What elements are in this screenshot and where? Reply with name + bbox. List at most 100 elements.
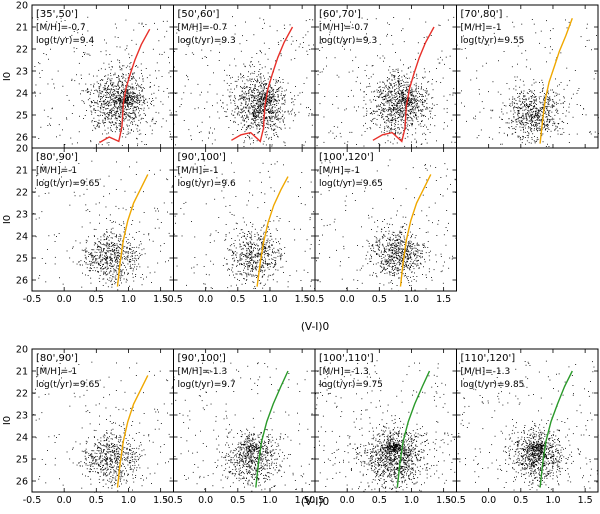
star-point bbox=[434, 125, 436, 127]
star-point bbox=[243, 99, 245, 101]
star-point bbox=[392, 87, 393, 89]
star-point bbox=[377, 104, 379, 106]
star-point bbox=[277, 88, 279, 90]
star-point bbox=[513, 117, 515, 119]
star-point bbox=[407, 78, 408, 79]
star-point bbox=[382, 115, 384, 117]
star-point bbox=[124, 101, 126, 103]
star-point bbox=[132, 73, 134, 75]
star-point bbox=[260, 121, 262, 123]
star-point bbox=[102, 257, 104, 259]
star-point bbox=[568, 133, 570, 135]
star-point bbox=[100, 108, 102, 110]
star-point bbox=[413, 102, 415, 104]
star-point bbox=[256, 115, 257, 117]
star-point bbox=[530, 109, 532, 110]
star-point bbox=[418, 109, 419, 111]
star-point bbox=[383, 132, 385, 133]
star-point bbox=[112, 94, 114, 96]
star-point bbox=[120, 270, 122, 272]
star-point bbox=[103, 100, 105, 102]
star-point bbox=[261, 67, 263, 69]
star-point bbox=[547, 123, 549, 125]
star-point bbox=[300, 103, 302, 105]
star-point bbox=[396, 106, 398, 107]
star-point bbox=[279, 112, 281, 114]
star-point bbox=[519, 86, 521, 88]
star-point bbox=[556, 111, 558, 113]
star-point bbox=[258, 116, 260, 118]
star-point bbox=[259, 97, 261, 99]
star-point bbox=[251, 91, 253, 93]
star-point bbox=[275, 100, 276, 101]
star-point bbox=[488, 91, 489, 93]
star-point bbox=[540, 107, 542, 109]
star-point bbox=[116, 261, 118, 263]
star-point bbox=[72, 246, 74, 248]
star-point bbox=[239, 112, 241, 113]
star-point bbox=[263, 84, 264, 86]
star-point bbox=[41, 70, 43, 71]
star-point bbox=[280, 55, 282, 57]
star-point bbox=[424, 124, 426, 126]
star-point bbox=[373, 99, 374, 101]
star-point bbox=[159, 53, 161, 55]
star-point bbox=[99, 246, 101, 248]
star-point bbox=[234, 33, 236, 35]
star-point bbox=[522, 137, 524, 139]
star-point bbox=[414, 99, 416, 101]
star-point bbox=[259, 17, 261, 19]
star-point bbox=[394, 125, 396, 127]
star-point bbox=[219, 43, 221, 45]
star-point bbox=[121, 136, 123, 138]
star-point bbox=[389, 121, 391, 123]
star-point bbox=[130, 103, 132, 105]
star-point bbox=[406, 133, 408, 134]
star-point bbox=[140, 118, 142, 120]
star-point bbox=[515, 126, 517, 128]
star-point bbox=[262, 109, 264, 111]
star-point bbox=[399, 94, 400, 95]
star-point bbox=[264, 53, 266, 55]
star-point bbox=[537, 127, 539, 129]
star-point bbox=[264, 83, 266, 85]
star-point bbox=[108, 101, 110, 103]
star-point bbox=[400, 97, 402, 98]
star-point bbox=[478, 135, 480, 136]
star-point bbox=[253, 117, 255, 119]
star-point bbox=[409, 120, 411, 122]
star-point bbox=[402, 127, 404, 129]
star-point bbox=[95, 110, 97, 111]
star-point bbox=[515, 89, 517, 91]
star-point bbox=[381, 117, 383, 119]
star-point bbox=[102, 100, 104, 102]
star-point bbox=[107, 127, 109, 129]
star-point bbox=[105, 245, 107, 247]
star-point bbox=[110, 104, 112, 106]
star-point bbox=[251, 97, 253, 99]
star-point bbox=[110, 254, 112, 256]
star-point bbox=[194, 108, 196, 110]
star-point bbox=[132, 96, 134, 98]
star-point bbox=[400, 107, 402, 109]
star-point bbox=[403, 74, 405, 76]
star-point bbox=[383, 89, 384, 91]
star-point bbox=[39, 63, 41, 65]
star-point bbox=[277, 135, 278, 137]
star-point bbox=[111, 278, 113, 280]
star-point bbox=[365, 122, 366, 124]
star-point bbox=[86, 267, 88, 269]
star-point bbox=[71, 34, 73, 36]
star-point bbox=[129, 248, 131, 250]
star-point bbox=[541, 135, 543, 137]
star-point bbox=[248, 136, 250, 138]
star-point bbox=[281, 98, 283, 100]
star-point bbox=[106, 81, 108, 82]
star-point bbox=[247, 125, 249, 127]
star-point bbox=[131, 259, 133, 261]
star-point bbox=[291, 98, 293, 100]
star-point bbox=[594, 131, 596, 133]
star-point bbox=[135, 87, 137, 89]
star-point bbox=[264, 88, 265, 90]
